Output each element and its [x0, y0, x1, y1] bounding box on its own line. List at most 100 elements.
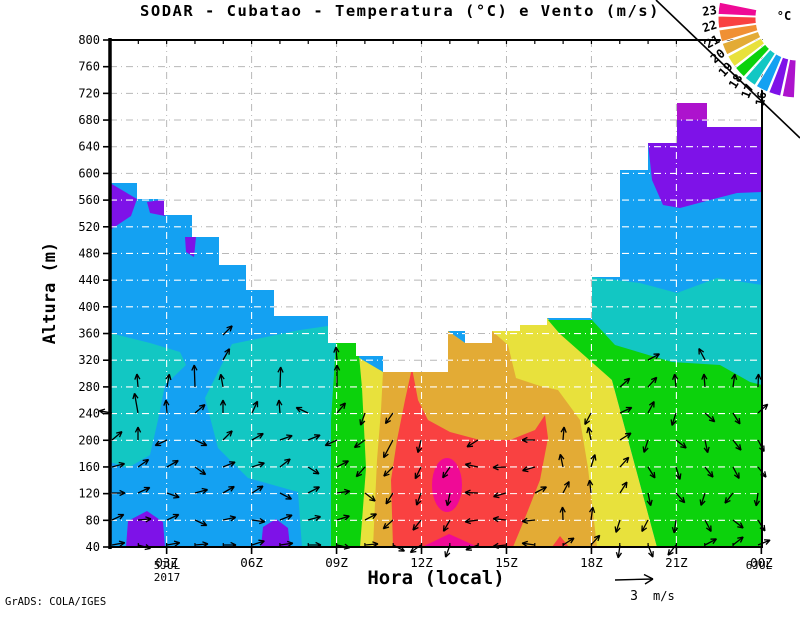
y-tick-label-440: 440 [78, 273, 100, 287]
y-tick-label-40: 40 [86, 540, 100, 554]
wind-vector [675, 492, 686, 504]
temp-region-red-core [391, 368, 548, 547]
wind-vector [466, 439, 479, 448]
plot-title: SODAR - Cubatao - Temperatura (°C) e Ven… [140, 2, 660, 20]
wind-vector [521, 517, 536, 525]
wind-vector [364, 492, 376, 502]
wind-vector [307, 514, 322, 521]
colorbar-wedge-20-21 [721, 30, 762, 56]
wind-vector [384, 412, 394, 425]
wind-vector [111, 461, 126, 468]
wind-vector [647, 376, 658, 388]
temperature-field [110, 103, 762, 547]
y-tick-label-160: 160 [78, 460, 100, 474]
wind-vector [194, 439, 208, 447]
colorbar-wedge-15-16 [768, 56, 790, 97]
temp-region-purple-surface-1 [126, 511, 165, 547]
wind-vector [521, 540, 536, 548]
wind-vector [698, 347, 706, 361]
wind-vector [137, 516, 152, 523]
wind-vector [132, 392, 139, 414]
wind-vector [154, 439, 168, 447]
wind-vector [619, 481, 628, 494]
colorbar-label-16: 16 [753, 90, 770, 107]
y-tick-label-240: 240 [78, 407, 100, 421]
wind-vector [586, 479, 594, 494]
x-tick-label-12Z: 12Z [410, 555, 433, 570]
wind-vector [464, 489, 479, 496]
wind-vector [166, 492, 180, 499]
wind-vector [412, 519, 422, 531]
x-tick-label-06Z: 06Z [240, 555, 263, 570]
temp-region-teal-evening-band [592, 277, 762, 385]
wind-vector [670, 412, 677, 426]
wind-vector [333, 346, 340, 361]
wind-vector [647, 353, 661, 361]
wind-vectors [98, 325, 771, 559]
wind-vector [755, 373, 762, 388]
wind-vector [251, 432, 264, 441]
wind-vector [137, 458, 150, 468]
y-tick-label-600: 600 [78, 166, 100, 180]
y-tick-label-200: 200 [78, 433, 100, 447]
y-tick-label-360: 360 [78, 327, 100, 341]
wind-vector [251, 485, 264, 494]
x-date-start-year: 2017 [154, 571, 181, 584]
wind-vector [307, 434, 321, 441]
temp-region-green-evening [548, 320, 762, 547]
wind-vector [522, 466, 536, 473]
wind-vector [619, 406, 633, 414]
wind-vector [279, 492, 293, 500]
wind-vector [279, 540, 294, 548]
y-tick-label-120: 120 [78, 487, 100, 501]
x-tick-label-03Z: 03Z [155, 555, 178, 570]
wind-vector [385, 492, 394, 505]
wind-vector [222, 515, 237, 522]
wind-vector [364, 513, 378, 521]
wind-vector [704, 412, 716, 423]
wind-vector [701, 373, 708, 388]
temp-region-teal-center-blob [205, 322, 360, 547]
y-tick-label-680: 680 [78, 113, 100, 127]
wind-vector [442, 519, 451, 532]
wind-vector [251, 400, 259, 414]
wind-vector [730, 373, 738, 388]
wind-vector [134, 426, 142, 440]
wind-vector [590, 454, 597, 468]
wind-reference-arrow [614, 573, 654, 585]
wind-vector [336, 460, 350, 468]
temp-region-purple-top-left-2 [147, 199, 167, 216]
wind-vector [218, 373, 225, 388]
wind-vector [562, 537, 575, 546]
colorbar-label-22: 22 [701, 18, 719, 36]
wind-vector [111, 513, 125, 521]
wind-vector [732, 412, 741, 425]
wind-vector [194, 487, 209, 494]
y-tick-label-800: 800 [78, 33, 100, 47]
wind-vector [492, 464, 507, 471]
wind-vector [222, 461, 236, 468]
temp-region-violet-cap [677, 103, 707, 120]
colorbar-wedge-16-17 [755, 53, 783, 93]
colorbar-wedge-17-18 [744, 48, 777, 87]
x-tick-label-18Z: 18Z [580, 555, 603, 570]
x-axis-title: Hora (local) [367, 567, 504, 589]
wind-vector [671, 373, 679, 388]
x-tick-label-15Z: 15Z [495, 555, 518, 570]
wind-vector [416, 439, 423, 454]
wind-vector [442, 466, 451, 479]
wind-vector [562, 480, 570, 494]
x-tick-label-21Z: 21Z [665, 555, 688, 570]
wind-vector [112, 489, 126, 497]
wind-vector [647, 400, 655, 414]
y-tick-label-760: 760 [78, 60, 100, 74]
colorbar-label-21: 21 [703, 32, 722, 51]
wind-vector [336, 402, 347, 414]
wind-vector [464, 517, 479, 525]
temp-region-purple-top-left-1 [110, 183, 137, 230]
wind-vector [251, 461, 265, 468]
temp-region-magenta-surface-sliver [422, 534, 478, 547]
wind-vector [222, 485, 235, 494]
